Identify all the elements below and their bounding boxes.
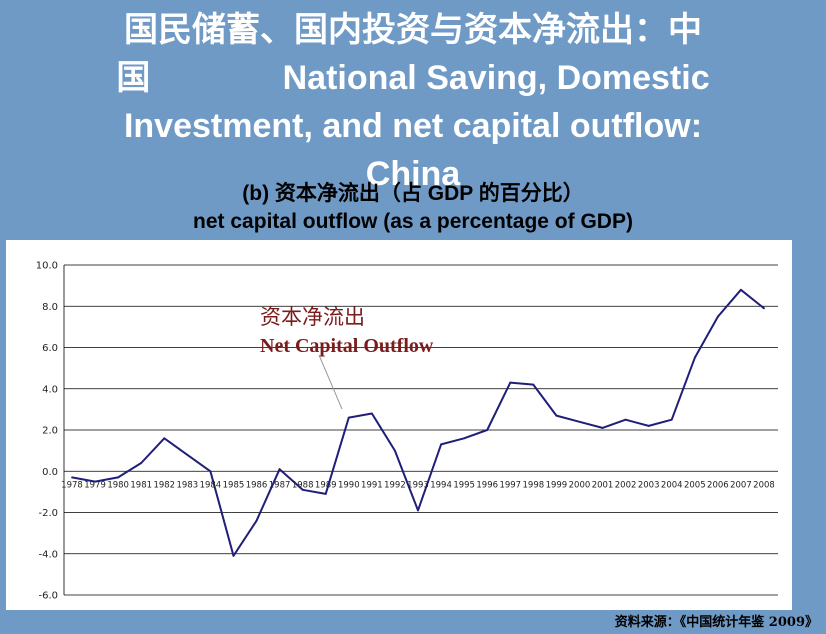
y-tick-label: -2.0 [38, 508, 58, 519]
annotation-chinese: 资本净流出 [260, 305, 365, 329]
x-tick-label: 1992 [384, 480, 406, 490]
data-point [486, 429, 489, 431]
series-line-net-capital-outflow [71, 288, 765, 557]
data-point [94, 480, 96, 483]
data-point [763, 307, 765, 310]
x-tick-label: 2001 [592, 480, 614, 490]
chart-subtitle: (b) 资本净流出（占 GDP 的百分比） net capital outflo… [0, 180, 826, 236]
x-tick-label: 1978 [61, 480, 83, 490]
data-point [647, 424, 650, 427]
y-tick-label: 6.0 [42, 343, 58, 354]
x-tick-label: 1991 [361, 480, 383, 490]
x-tick-label: 2000 [569, 480, 591, 490]
x-tick-label: 2003 [638, 480, 660, 490]
x-tick-label: 2005 [684, 480, 706, 490]
x-tick-label: 1990 [338, 480, 360, 490]
x-tick-label: 1997 [499, 480, 521, 490]
x-tick-label: 1987 [269, 480, 291, 490]
x-tick-label: 1988 [292, 480, 314, 490]
x-tick-label: 1994 [430, 480, 452, 490]
x-tick-label: 1979 [84, 480, 106, 490]
y-tick-label: 4.0 [42, 384, 58, 395]
y-tick-label: -4.0 [38, 549, 58, 560]
data-point [463, 437, 466, 440]
data-point [278, 468, 281, 471]
data-point [601, 427, 604, 429]
title-line-1: 国民储蓄、国内投资与资本净流出：中 [124, 11, 702, 49]
data-point [324, 493, 327, 495]
y-tick-label: 0.0 [42, 467, 58, 478]
data-point [740, 288, 742, 291]
data-point [670, 418, 673, 421]
x-tick-label: 1998 [523, 480, 545, 490]
data-point [301, 488, 304, 491]
data-point [394, 449, 396, 452]
x-tick-label: 2008 [753, 480, 775, 490]
data-point [347, 416, 350, 419]
annotation-english: Net Capital Outflow [260, 335, 434, 357]
data-point [255, 519, 258, 522]
title-line-3: Investment, and net capital outflow: [123, 107, 703, 145]
annotation-pointer [318, 354, 343, 410]
data-point [417, 509, 419, 512]
y-tick-label: 8.0 [42, 302, 58, 313]
x-tick-label: 2006 [707, 480, 729, 490]
data-point [370, 412, 373, 415]
x-tick-label: 1984 [200, 480, 222, 490]
chart-panel: -6.0 -4.0 -2.0 0.0 2.0 4.0 6.0 8.0 10.0 1978 1979… [6, 240, 792, 610]
data-point [186, 453, 189, 456]
x-tick-label: 1980 [107, 480, 129, 490]
x-tick-label: 1989 [315, 480, 337, 490]
source-note: 资料来源：《中国统计年鉴 2009》 [614, 615, 818, 630]
x-tick-label: 1996 [476, 480, 498, 490]
subtitle-chinese: (b) 资本净流出（占 GDP 的百分比） [242, 182, 584, 205]
subtitle-english: net capital outflow (as a percentage of … [193, 210, 633, 233]
x-tick-label: 1983 [177, 480, 199, 490]
data-point [555, 414, 558, 417]
data-point [693, 356, 696, 359]
data-point [71, 476, 73, 479]
data-point [532, 383, 535, 386]
data-point [163, 437, 166, 440]
data-point [140, 462, 143, 464]
data-point [440, 443, 442, 446]
x-tick-label: 1985 [223, 480, 245, 490]
x-tick-label: 2007 [730, 480, 752, 490]
data-point [209, 470, 212, 473]
title-line-2: 国 National Saving, Domestic [116, 59, 710, 97]
x-tick-label: 1995 [453, 480, 475, 490]
x-tick-label: 1981 [130, 480, 152, 490]
x-tick-label: 1999 [546, 480, 568, 490]
x-tick-label: 2002 [615, 480, 637, 490]
x-tick-label: 1982 [153, 480, 175, 490]
data-point [509, 381, 512, 384]
y-tick-label: -6.0 [38, 591, 58, 602]
data-point [117, 476, 120, 479]
data-point [624, 418, 627, 421]
x-tick-label: 1986 [246, 480, 268, 490]
title-line-4: China [365, 155, 461, 193]
y-tick-label: 10.0 [36, 261, 58, 272]
y-tick-label: 2.0 [42, 426, 58, 437]
data-point [578, 420, 581, 423]
x-tick-label: 2004 [661, 480, 683, 490]
data-point [232, 554, 235, 557]
slide-title: 国民储蓄、国内投资与资本净流出：中 国 National Saving, Dom… [0, 6, 826, 198]
data-point [716, 315, 719, 318]
x-tick-label: 1993 [407, 480, 429, 490]
line-chart: -6.0 -4.0 -2.0 0.0 2.0 4.0 6.0 8.0 10.0 1978 1979… [36, 261, 778, 602]
